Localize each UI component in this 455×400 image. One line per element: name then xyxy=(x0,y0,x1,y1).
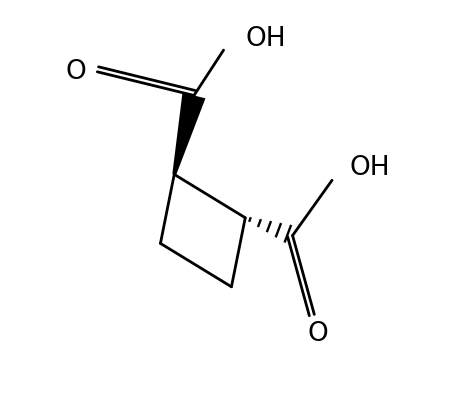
Text: O: O xyxy=(65,59,86,85)
Polygon shape xyxy=(172,93,206,175)
Text: OH: OH xyxy=(245,26,286,52)
Text: OH: OH xyxy=(350,156,390,182)
Text: O: O xyxy=(308,321,329,347)
